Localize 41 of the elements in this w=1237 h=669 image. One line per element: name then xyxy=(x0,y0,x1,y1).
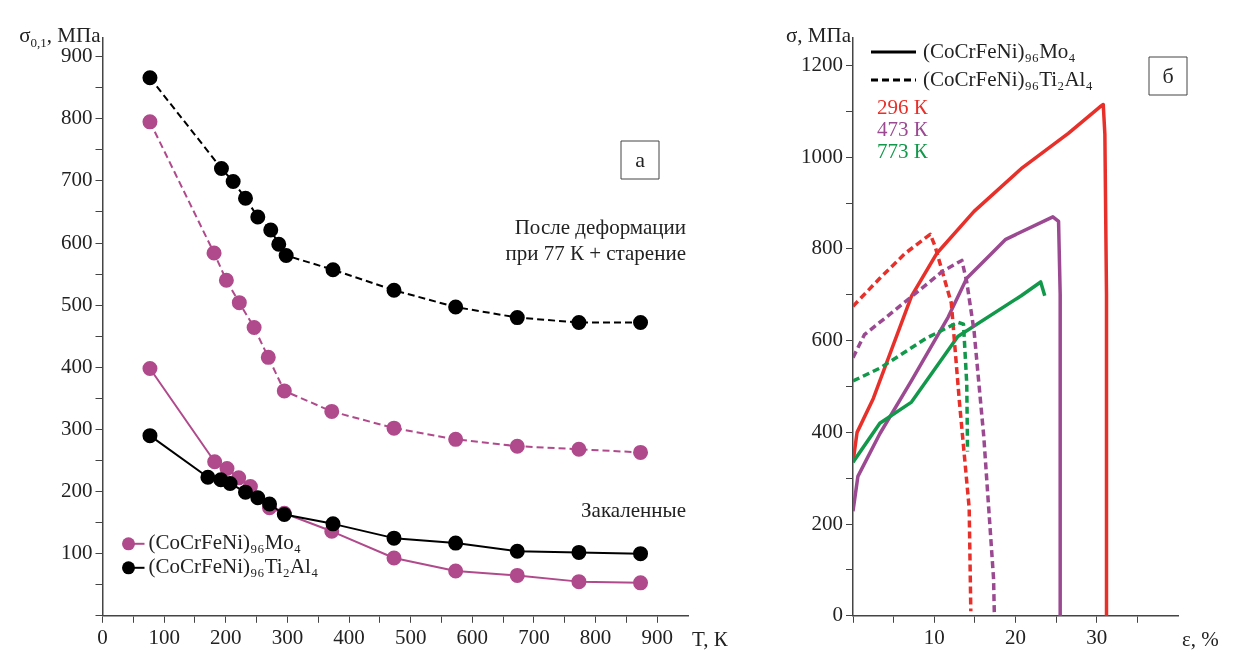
legend-label: (CoCrFeNi)₉₆Mo₄ xyxy=(148,530,302,555)
x-axis-title: ε, % xyxy=(1182,626,1219,651)
x-tick-label: 200 xyxy=(210,624,242,649)
y-tick-label: 600 xyxy=(61,229,93,254)
y-tick-label: 600 xyxy=(811,327,843,352)
y-tick-label: 200 xyxy=(811,510,843,535)
y-tick-label: 400 xyxy=(811,418,843,443)
y-tick-label: 800 xyxy=(811,235,843,260)
y-tick-label: 100 xyxy=(61,540,93,565)
x-tick-label: 10 xyxy=(923,624,945,649)
y-tick-label: 400 xyxy=(61,353,93,378)
y-tick-label: 1200 xyxy=(801,52,843,77)
x-tick-label: 600 xyxy=(456,624,489,649)
x-tick-label: 500 xyxy=(394,624,427,649)
x-tick-label: 700 xyxy=(518,624,550,649)
y-tick-label: 500 xyxy=(61,291,93,316)
x-tick-label: 400 xyxy=(333,624,365,649)
x-tick-label: 20 xyxy=(1005,624,1026,649)
annotation: (CoCrFeNi)₉₆Ti₂Al₄ xyxy=(923,66,1093,91)
y-tick-label: 300 xyxy=(61,415,93,440)
x-tick-label: 300 xyxy=(271,624,304,649)
y-tick-label: 1000 xyxy=(801,143,843,168)
y-tick-label: 700 xyxy=(61,167,93,192)
x-tick-label: 900 xyxy=(641,624,673,649)
y-tick-label: 200 xyxy=(61,478,93,503)
x-tick-label: 800 xyxy=(579,624,612,649)
y-tick-label: 800 xyxy=(61,105,93,130)
annotation: Закаленные xyxy=(581,498,686,523)
text: 296 К xyxy=(877,94,929,119)
x-tick-label: 100 xyxy=(148,624,180,649)
text: 773 К xyxy=(877,138,929,163)
annotation: а xyxy=(635,146,646,172)
y-axis-title: σ, МПа xyxy=(786,23,852,47)
x-tick-label: 30 xyxy=(1086,624,1108,649)
annotation: (CoCrFeNi)₉₆Mo₄ xyxy=(923,38,1076,63)
legend-label: (CoCrFeNi)₉₆Ti₂Al₄ xyxy=(148,554,319,579)
x-axis-title: T, К xyxy=(692,626,729,651)
y-tick-label: 0 xyxy=(832,602,843,627)
annotation: После деформации при 77 К + старение xyxy=(505,215,686,266)
annotation: б xyxy=(1162,62,1174,88)
text: 473 К xyxy=(877,116,929,141)
